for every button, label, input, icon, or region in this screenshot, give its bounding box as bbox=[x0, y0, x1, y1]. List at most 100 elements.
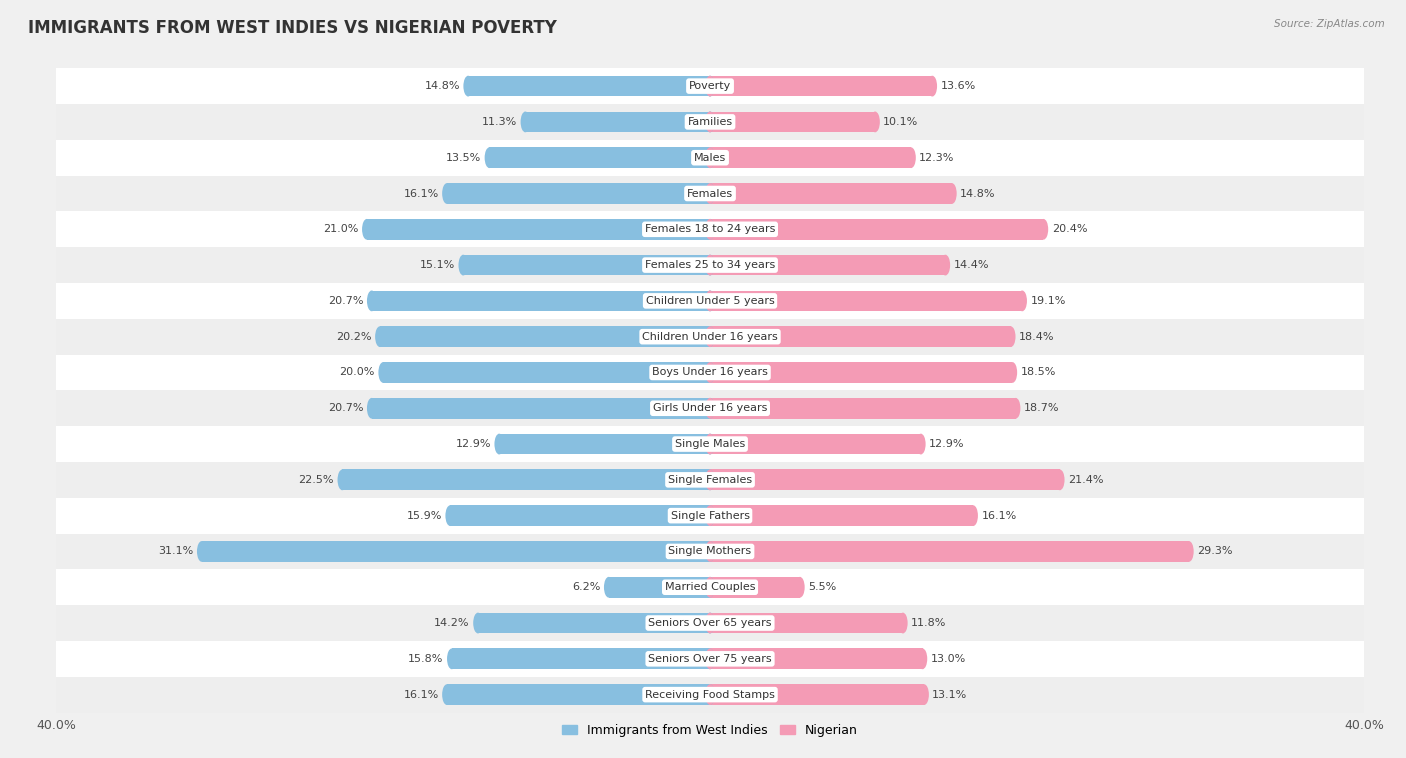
Bar bbox=[56, 390, 1364, 426]
Circle shape bbox=[706, 648, 714, 669]
Text: 14.2%: 14.2% bbox=[434, 618, 470, 628]
Text: 20.7%: 20.7% bbox=[328, 296, 364, 306]
Text: Single Fathers: Single Fathers bbox=[671, 511, 749, 521]
Circle shape bbox=[917, 434, 925, 455]
Circle shape bbox=[1008, 362, 1017, 383]
Bar bbox=[710, 76, 932, 96]
Text: 20.0%: 20.0% bbox=[340, 368, 375, 377]
Bar bbox=[56, 319, 1364, 355]
Circle shape bbox=[706, 612, 714, 634]
Bar bbox=[56, 569, 1364, 605]
Text: 16.1%: 16.1% bbox=[404, 690, 439, 700]
Circle shape bbox=[706, 362, 714, 383]
Bar bbox=[710, 255, 945, 275]
Circle shape bbox=[706, 111, 714, 133]
Bar bbox=[526, 111, 710, 133]
Text: 15.8%: 15.8% bbox=[408, 654, 444, 664]
Bar bbox=[710, 684, 924, 705]
Circle shape bbox=[870, 111, 880, 133]
Bar bbox=[478, 612, 710, 634]
Bar bbox=[56, 534, 1364, 569]
Circle shape bbox=[948, 183, 956, 204]
Text: 14.4%: 14.4% bbox=[953, 260, 988, 270]
Bar bbox=[710, 648, 922, 669]
Text: Single Mothers: Single Mothers bbox=[668, 547, 752, 556]
Bar bbox=[382, 362, 710, 383]
Bar bbox=[342, 469, 710, 490]
Text: 29.3%: 29.3% bbox=[1197, 547, 1233, 556]
Circle shape bbox=[706, 469, 714, 490]
Text: 21.0%: 21.0% bbox=[323, 224, 359, 234]
Circle shape bbox=[706, 111, 714, 133]
Legend: Immigrants from West Indies, Nigerian: Immigrants from West Indies, Nigerian bbox=[557, 719, 863, 742]
Bar bbox=[371, 290, 710, 312]
Circle shape bbox=[898, 612, 908, 634]
Text: 14.8%: 14.8% bbox=[960, 189, 995, 199]
Bar bbox=[710, 434, 921, 455]
Circle shape bbox=[446, 506, 456, 526]
Bar bbox=[710, 398, 1015, 418]
Circle shape bbox=[706, 398, 714, 418]
Text: Females 18 to 24 years: Females 18 to 24 years bbox=[645, 224, 775, 234]
Circle shape bbox=[706, 612, 714, 634]
Bar bbox=[367, 219, 710, 240]
Circle shape bbox=[197, 541, 207, 562]
Circle shape bbox=[920, 684, 929, 705]
Circle shape bbox=[1184, 541, 1194, 562]
Bar bbox=[56, 139, 1364, 176]
Bar bbox=[56, 247, 1364, 283]
Text: 16.1%: 16.1% bbox=[981, 511, 1017, 521]
Text: 15.1%: 15.1% bbox=[420, 260, 456, 270]
Bar bbox=[710, 577, 800, 597]
Text: 11.8%: 11.8% bbox=[911, 618, 946, 628]
Circle shape bbox=[1011, 398, 1021, 418]
Circle shape bbox=[441, 684, 451, 705]
Circle shape bbox=[706, 147, 714, 168]
Circle shape bbox=[706, 76, 714, 96]
Bar bbox=[56, 355, 1364, 390]
Text: 18.5%: 18.5% bbox=[1021, 368, 1056, 377]
Bar bbox=[710, 541, 1189, 562]
Text: IMMIGRANTS FROM WEST INDIES VS NIGERIAN POVERTY: IMMIGRANTS FROM WEST INDIES VS NIGERIAN … bbox=[28, 19, 557, 37]
Circle shape bbox=[1039, 219, 1049, 240]
Text: Girls Under 16 years: Girls Under 16 years bbox=[652, 403, 768, 413]
Circle shape bbox=[706, 255, 714, 275]
Circle shape bbox=[458, 255, 468, 275]
Bar bbox=[201, 541, 710, 562]
Text: 20.2%: 20.2% bbox=[336, 332, 371, 342]
Text: Males: Males bbox=[695, 152, 725, 163]
Circle shape bbox=[706, 219, 714, 240]
Circle shape bbox=[706, 684, 714, 705]
Circle shape bbox=[706, 290, 714, 312]
Circle shape bbox=[706, 648, 714, 669]
Bar bbox=[450, 506, 710, 526]
Bar bbox=[371, 398, 710, 418]
Text: 13.6%: 13.6% bbox=[941, 81, 976, 91]
Text: 10.1%: 10.1% bbox=[883, 117, 918, 127]
Circle shape bbox=[520, 111, 530, 133]
Text: 19.1%: 19.1% bbox=[1031, 296, 1066, 306]
Circle shape bbox=[605, 577, 613, 597]
Circle shape bbox=[1018, 290, 1026, 312]
Bar bbox=[56, 104, 1364, 139]
Circle shape bbox=[706, 76, 714, 96]
Circle shape bbox=[706, 290, 714, 312]
Circle shape bbox=[706, 684, 714, 705]
Circle shape bbox=[706, 183, 714, 204]
Text: 22.5%: 22.5% bbox=[298, 475, 335, 485]
Circle shape bbox=[363, 219, 371, 240]
Text: Married Couples: Married Couples bbox=[665, 582, 755, 592]
Bar bbox=[710, 183, 952, 204]
Text: 14.8%: 14.8% bbox=[425, 81, 460, 91]
Circle shape bbox=[941, 255, 950, 275]
Text: Children Under 5 years: Children Under 5 years bbox=[645, 296, 775, 306]
Circle shape bbox=[969, 506, 979, 526]
Circle shape bbox=[1007, 326, 1015, 347]
Text: 16.1%: 16.1% bbox=[404, 189, 439, 199]
Text: Receiving Food Stamps: Receiving Food Stamps bbox=[645, 690, 775, 700]
Bar bbox=[463, 255, 710, 275]
Text: Females: Females bbox=[688, 189, 733, 199]
Text: 15.9%: 15.9% bbox=[406, 511, 441, 521]
Bar bbox=[56, 426, 1364, 462]
Circle shape bbox=[706, 255, 714, 275]
